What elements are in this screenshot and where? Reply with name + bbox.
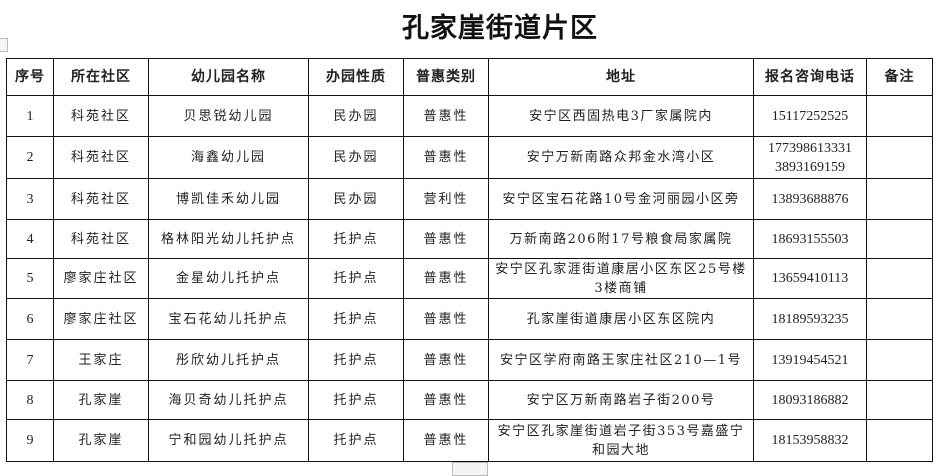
- table-row: 8 孔家崖 海贝奇幼儿托护点 托护点 普惠性 安宁区万新南路岩子街200号 18093186…: [6, 380, 933, 420]
- cell-note: [866, 419, 933, 462]
- cell-phone: 15117252525: [753, 95, 867, 137]
- cell-note: [866, 219, 933, 259]
- table-row: 6 廖家庄社区 宝石花幼儿托护点 托护点 普惠性 孔家崖街道康居小区东区院内 1818959…: [6, 298, 933, 340]
- table-row: 9 孔家崖 宁和园幼儿托护点 托护点 普惠性 安宁区孔家崖街道岩子街353号嘉盛宁和园大地…: [6, 419, 933, 462]
- cell-name: 金星幼儿托护点: [148, 258, 309, 299]
- cell-name: 贝思锐幼儿园: [148, 95, 309, 137]
- cell-note: [866, 339, 933, 381]
- table-row: 4 科苑社区 格林阳光幼儿托护点 托护点 普惠性 万新南路206附17号粮食局家属院 186…: [6, 219, 933, 259]
- cell-nature: 民办园: [308, 136, 404, 179]
- cell-note: [866, 178, 933, 220]
- cell-name: 宝石花幼儿托护点: [148, 298, 309, 340]
- cell-phone: 18189593235: [753, 298, 867, 340]
- table-resize-handle[interactable]: [452, 462, 488, 476]
- cell-phone: 18693155503: [753, 219, 867, 259]
- cell-nature: 托护点: [308, 419, 404, 462]
- cell-phone: 13893688876: [753, 178, 867, 220]
- cell-phone: 177398613331 3893169159: [753, 136, 867, 179]
- cell-address: 万新南路206附17号粮食局家属院: [488, 219, 754, 259]
- table-row: 3 科苑社区 博凯佳禾幼儿园 民办园 营利性 安宁区宝石花路10号金河丽园小区旁 13893…: [6, 178, 933, 220]
- cell-community: 王家庄: [53, 339, 149, 381]
- cell-no: 9: [6, 419, 54, 462]
- cell-no: 3: [6, 178, 54, 220]
- header-no: 序号: [6, 58, 54, 96]
- cell-note: [866, 136, 933, 179]
- cell-nature: 民办园: [308, 178, 404, 220]
- cell-no: 7: [6, 339, 54, 381]
- cell-address: 安宁万新南路众邦金水湾小区: [488, 136, 754, 179]
- cell-community: 孔家崖: [53, 380, 149, 420]
- cell-no: 6: [6, 298, 54, 340]
- header-nature: 办园性质: [308, 58, 404, 96]
- cell-name: 格林阳光幼儿托护点: [148, 219, 309, 259]
- cell-address: 安宁区学府南路王家庄社区210—1号: [488, 339, 754, 381]
- cell-phone: 13659410113: [753, 258, 867, 299]
- cell-nature: 托护点: [308, 380, 404, 420]
- cell-nature: 托护点: [308, 258, 404, 299]
- cell-name: 博凯佳禾幼儿园: [148, 178, 309, 220]
- cell-note: [866, 380, 933, 420]
- header-category: 普惠类别: [403, 58, 489, 96]
- cell-category: 普惠性: [403, 298, 489, 340]
- cell-community: 科苑社区: [53, 178, 149, 220]
- header-name: 幼儿园名称: [148, 58, 309, 96]
- cell-community: 科苑社区: [53, 95, 149, 137]
- cell-community: 廖家庄社区: [53, 298, 149, 340]
- page-title: 孔家崖街道片区: [402, 13, 598, 44]
- cell-category: 普惠性: [403, 95, 489, 137]
- cell-name: 宁和园幼儿托护点: [148, 419, 309, 462]
- cell-no: 8: [6, 380, 54, 420]
- cell-name: 海贝奇幼儿托护点: [148, 380, 309, 420]
- cell-nature: 托护点: [308, 298, 404, 340]
- kindergarten-table: 序号 所在社区 幼儿园名称 办园性质 普惠类别 地址 报名咨询电话 备注 1 科苑…: [6, 58, 933, 462]
- cell-category: 普惠性: [403, 419, 489, 462]
- cell-name: 彤欣幼儿托护点: [148, 339, 309, 381]
- table-row: 7 王家庄 彤欣幼儿托护点 托护点 普惠性 安宁区学府南路王家庄社区210—1号 13919…: [6, 339, 933, 381]
- cell-nature: 托护点: [308, 339, 404, 381]
- cell-address: 安宁区孔家崖街道岩子街353号嘉盛宁和园大地: [488, 419, 754, 462]
- cell-community: 科苑社区: [53, 219, 149, 259]
- table-move-handle[interactable]: [0, 38, 8, 52]
- cell-address: 安宁区孔家涯街道康居小区东区25号楼3楼商铺: [488, 258, 754, 299]
- header-note: 备注: [866, 58, 933, 96]
- cell-category: 营利性: [403, 178, 489, 220]
- header-community: 所在社区: [53, 58, 149, 96]
- table-row: 2 科苑社区 海鑫幼儿园 民办园 普惠性 安宁万新南路众邦金水湾小区 17739861333…: [6, 136, 933, 179]
- cell-note: [866, 298, 933, 340]
- cell-address: 孔家崖街道康居小区东区院内: [488, 298, 754, 340]
- table-row: 5 廖家庄社区 金星幼儿托护点 托护点 普惠性 安宁区孔家涯街道康居小区东区25号楼3楼商…: [6, 258, 933, 299]
- table-header-row: 序号 所在社区 幼儿园名称 办园性质 普惠类别 地址 报名咨询电话 备注: [6, 58, 933, 96]
- cell-phone: 13919454521: [753, 339, 867, 381]
- cell-category: 普惠性: [403, 258, 489, 299]
- cell-phone: 18153958832: [753, 419, 867, 462]
- cell-nature: 民办园: [308, 95, 404, 137]
- cell-address: 安宁区宝石花路10号金河丽园小区旁: [488, 178, 754, 220]
- cell-category: 普惠性: [403, 339, 489, 381]
- cell-category: 普惠性: [403, 219, 489, 259]
- cell-address: 安宁区西固热电3厂家属院内: [488, 95, 754, 137]
- cell-category: 普惠性: [403, 136, 489, 179]
- cell-community: 孔家崖: [53, 419, 149, 462]
- table-row: 1 科苑社区 贝思锐幼儿园 民办园 普惠性 安宁区西固热电3厂家属院内 1511725252…: [6, 95, 933, 137]
- cell-note: [866, 95, 933, 137]
- cell-community: 廖家庄社区: [53, 258, 149, 299]
- header-phone: 报名咨询电话: [753, 58, 867, 96]
- cell-no: 2: [6, 136, 54, 179]
- cell-name: 海鑫幼儿园: [148, 136, 309, 179]
- cell-category: 普惠性: [403, 380, 489, 420]
- header-address: 地址: [488, 58, 754, 96]
- cell-note: [866, 258, 933, 299]
- cell-community: 科苑社区: [53, 136, 149, 179]
- cell-no: 4: [6, 219, 54, 259]
- cell-no: 5: [6, 258, 54, 299]
- cell-nature: 托护点: [308, 219, 404, 259]
- cell-address: 安宁区万新南路岩子街200号: [488, 380, 754, 420]
- cell-no: 1: [6, 95, 54, 137]
- cell-phone: 18093186882: [753, 380, 867, 420]
